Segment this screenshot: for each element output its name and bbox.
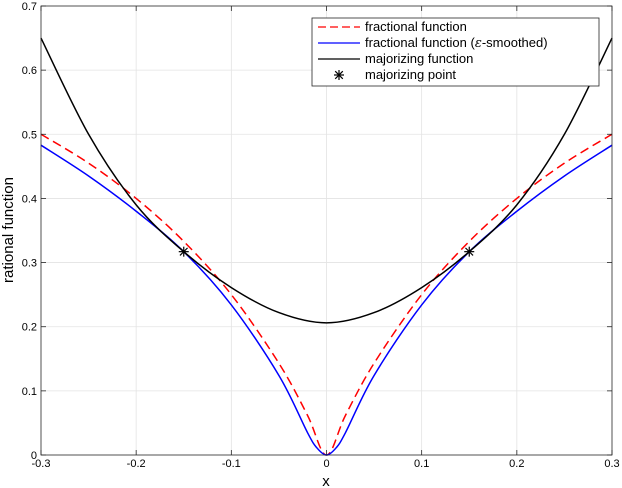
ticks: -0.3 -0.2 -0.1 0 0.1 0.2 0.3 0 0.1 0.2 0.3 0.4 0.5 0.… [22, 1, 620, 470]
legend-label-smoothed-symbol: ε [475, 36, 482, 51]
y-tick-label: 0.6 [22, 65, 37, 77]
legend-label-majorizing-point: majorizing point [365, 67, 456, 82]
x-tick-label: 0 [323, 458, 329, 470]
y-tick-label: 0.2 [22, 322, 37, 334]
x-tick-label: -0.2 [127, 458, 146, 470]
majorizing-point-marker [178, 246, 189, 257]
y-tick-label: 0.3 [22, 258, 37, 270]
legend-marker-majorizing-point [334, 70, 344, 80]
y-tick-label: 0.1 [22, 386, 37, 398]
y-tick-label: 0.7 [22, 1, 37, 13]
legend-box [311, 17, 600, 87]
legend: fractional function fractional function … [311, 17, 600, 87]
x-tick-label: 0.2 [509, 458, 524, 470]
legend-label-smoothed-post: -smoothed) [482, 35, 548, 50]
series-line-majorizing-function [40, 37, 613, 324]
y-axis-label: rational function [0, 177, 17, 283]
x-tick-label: -0.1 [222, 458, 241, 470]
y-tick-label: 0.4 [22, 193, 37, 205]
x-tick-label: -0.3 [32, 458, 51, 470]
legend-label-fractional: fractional function [365, 19, 467, 34]
x-axis-label: x [322, 473, 330, 488]
x-tick-label: 0.3 [604, 458, 619, 470]
x-tick-label: 0.1 [414, 458, 429, 470]
majorizing-point-marker [464, 246, 475, 257]
y-tick-label: 0.5 [22, 129, 37, 141]
legend-label-smoothed: fractional function (ε-smoothed) [365, 35, 548, 51]
legend-label-smoothed-pre: fractional function ( [365, 35, 476, 50]
y-tick-label: 0 [31, 450, 37, 462]
legend-label-majorizing: majorizing function [365, 51, 473, 66]
